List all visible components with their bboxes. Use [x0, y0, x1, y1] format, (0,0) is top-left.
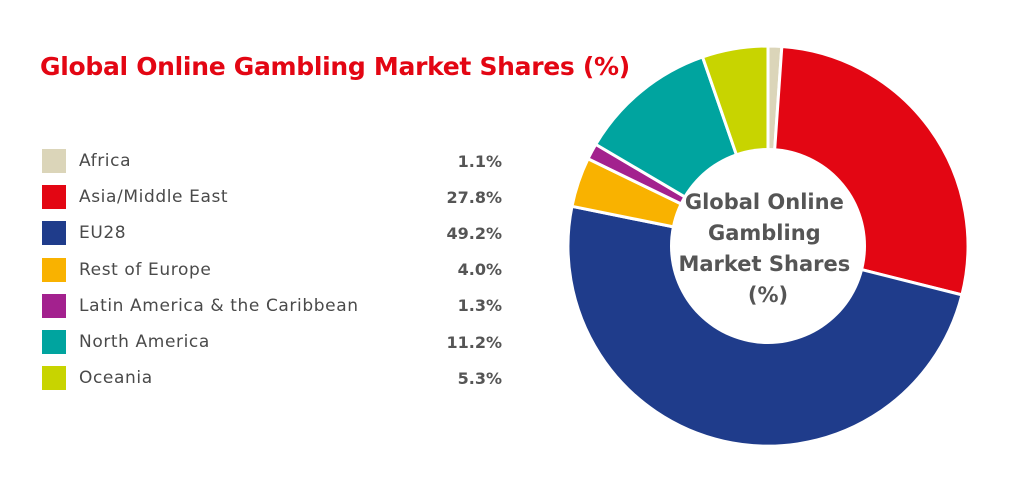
donut-chart: Global Online Gambling Market Shares (%) [566, 44, 970, 448]
legend-value-oceania: 5.3% [457, 368, 502, 388]
legend-item-oceania: Oceania 5.3% [42, 360, 502, 396]
legend-value-africa: 1.1% [457, 151, 502, 171]
legend-label-asia-middle-east: Asia/Middle East [79, 187, 229, 208]
legend-label-latin-america: Latin America & the Caribbean [79, 295, 359, 316]
legend-item-asia-middle-east: Asia/Middle East 27.8% [42, 179, 502, 215]
legend-label-eu28: EU28 [79, 223, 127, 244]
legend-item-africa: Africa 1.1% [42, 143, 502, 179]
legend-item-eu28: EU28 49.2% [42, 215, 502, 251]
legend-label-africa: Africa [79, 151, 132, 172]
legend-label-north-america: North America [79, 332, 210, 353]
legend-value-latin-america: 1.3% [457, 296, 502, 316]
legend-item-rest-of-europe: Rest of Europe 4.0% [42, 252, 502, 288]
legend-item-north-america: North America 11.2% [42, 324, 502, 360]
legend-value-rest-of-europe: 4.0% [457, 260, 502, 280]
center-label-line-3: Market Shares [678, 252, 850, 276]
legend-label-rest-of-europe: Rest of Europe [79, 259, 212, 280]
center-label-line-1: Global Online [685, 190, 844, 214]
donut-hole [670, 148, 866, 344]
legend-item-latin-america: Latin America & the Caribbean 1.3% [42, 288, 502, 324]
legend: Africa 1.1% Asia/Middle East 27.8% EU28 … [42, 143, 502, 396]
legend-swatch-north-america [42, 330, 66, 355]
center-label-line-4: (%) [748, 283, 788, 307]
legend-swatch-africa [42, 149, 66, 174]
legend-swatch-rest-of-europe [42, 257, 66, 282]
center-label: Global Online Gambling Market Shares (%) [678, 190, 857, 307]
legend-swatch-asia-middle-east [42, 185, 66, 210]
legend-value-asia-middle-east: 27.8% [446, 187, 502, 207]
legend-value-north-america: 11.2% [446, 332, 502, 352]
center-label-line-2: Gambling [708, 221, 821, 245]
chart-title: Global Online Gambling Market Shares (%) [40, 52, 630, 81]
legend-swatch-oceania [42, 366, 66, 391]
legend-label-oceania: Oceania [79, 368, 153, 389]
legend-swatch-eu28 [42, 221, 66, 246]
legend-swatch-latin-america [42, 293, 66, 318]
legend-value-eu28: 49.2% [446, 223, 502, 243]
